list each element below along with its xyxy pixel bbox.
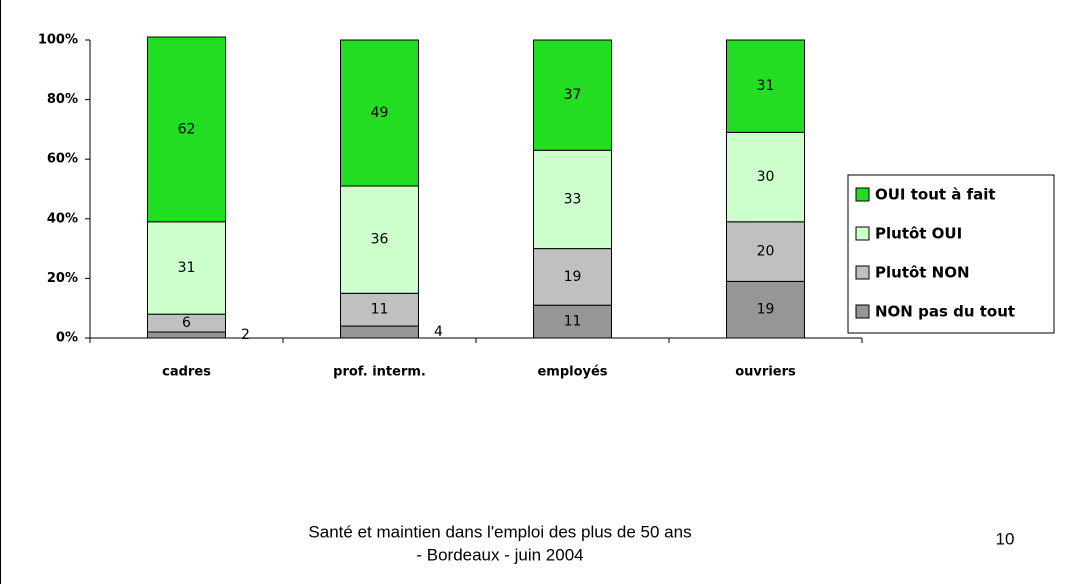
bar-segment — [533, 304, 612, 339]
bar-segment — [726, 131, 805, 223]
y-tick-label: 60% — [47, 152, 78, 167]
legend-label: NON pas du tout — [875, 303, 1015, 321]
bar-segment — [147, 36, 226, 223]
footer-line: Santé et maintien dans l'emploi des plus… — [308, 522, 691, 541]
legend-label: OUI tout à fait — [875, 186, 996, 204]
legend-swatch — [855, 226, 870, 241]
legend-swatch — [855, 304, 870, 319]
bar-segment — [147, 221, 226, 315]
value-label: 37 — [564, 87, 582, 103]
x-tick-label: ouvriers — [735, 365, 796, 380]
value-label: 2 — [241, 327, 250, 343]
y-tick-label: 20% — [47, 271, 78, 286]
value-label: 4 — [434, 324, 443, 340]
value-label: 11 — [371, 302, 389, 318]
legend-swatch — [855, 187, 870, 202]
value-label: 36 — [371, 232, 389, 248]
y-tick-label: 0% — [56, 331, 78, 346]
bar-segment — [340, 325, 419, 339]
bar-segment — [340, 185, 419, 294]
bar-segment — [533, 39, 612, 151]
value-label: 31 — [757, 78, 775, 94]
y-tick-label: 100% — [38, 33, 78, 48]
value-label: 49 — [371, 105, 389, 121]
x-tick-label: cadres — [162, 365, 211, 380]
value-label: 11 — [564, 314, 582, 330]
value-label: 6 — [182, 315, 191, 331]
y-tick-label: 40% — [47, 211, 78, 226]
value-label: 20 — [757, 244, 775, 260]
page-number: 10 — [996, 529, 1015, 548]
value-label: 19 — [564, 269, 582, 285]
value-label: 31 — [178, 260, 196, 276]
bar-segment — [533, 149, 612, 250]
legend-label: Plutôt NON — [875, 264, 970, 282]
value-label: 30 — [757, 169, 775, 185]
x-tick-label: prof. interm. — [333, 365, 426, 380]
y-tick-label: 80% — [47, 92, 78, 107]
x-tick-label: employés — [537, 365, 607, 380]
bar-segment — [726, 280, 805, 339]
bar-segment — [726, 39, 805, 133]
legend-box — [847, 174, 1055, 334]
bar-segment — [340, 39, 419, 187]
value-label: 19 — [757, 302, 775, 318]
value-label: 33 — [564, 191, 582, 207]
legend-label: Plutôt OUI — [875, 225, 962, 243]
value-label: 62 — [178, 121, 196, 137]
legend-swatch — [855, 265, 870, 280]
bar-segment — [340, 292, 419, 327]
footer-line: - Bordeaux - juin 2004 — [416, 545, 583, 564]
bar-segment — [147, 331, 226, 339]
